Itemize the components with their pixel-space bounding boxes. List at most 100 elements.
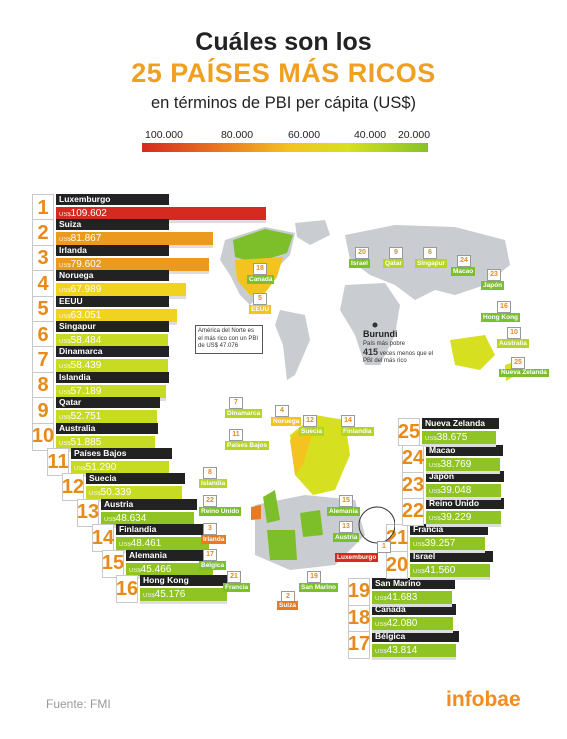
tag-suiza: Suiza [277,601,298,610]
value-label: 50.339 [100,487,132,499]
rank-number: 9 [32,397,54,426]
rank-number: 15 [102,549,124,578]
tag-number: 14 [341,415,355,427]
title-line-1: Cuáles son los [195,28,372,56]
value-label: 38.769 [440,458,472,470]
tag-number: 11 [229,429,243,441]
usa-note: América del Norte es el más rico con un … [195,325,263,354]
australia-shape [450,335,495,370]
tag-israel: Israel [349,259,370,268]
bar-shadow [410,577,490,580]
currency-prefix: US$ [413,542,425,549]
value-label: 43.814 [386,644,418,656]
title-line-2: 25 PAÍSES MÁS RICOS [131,58,436,88]
value-bar: US$50.339 [86,486,182,500]
brand-logo: infobae [446,688,521,711]
currency-prefix: US$ [375,595,387,602]
value-label: 52.751 [70,411,102,423]
scale-label: 60.000 [287,129,321,141]
tag-belgica: Bélgica [199,561,227,570]
tag-hong-kong: Hong Kong [481,313,521,322]
tag-number: 22 [203,495,217,507]
currency-prefix: US$ [413,569,425,575]
rank-number: 7 [32,346,54,375]
tag-san-marino: San Marino [299,583,339,592]
tag-noruega: Noruega [271,417,302,426]
tag-number: 6 [423,247,437,259]
bar-shadow [426,470,500,474]
value-bar: US$41.560 [410,564,490,577]
tag-japon: Japón [481,281,505,290]
color-scale-bar [142,143,428,152]
country-label: Países Bajos [71,448,172,459]
tag-number: 9 [389,247,403,259]
currency-prefix: US$ [59,389,71,396]
currency-prefix: US$ [119,542,131,549]
tag-suecia: Suecia [299,427,324,436]
country-label: Singapur [56,321,169,332]
currency-prefix: US$ [375,648,387,655]
germany-shape [300,510,323,537]
canada-shape [233,229,293,263]
tag-finlandia: Finlandia [341,427,374,436]
rank-number: 20 [386,551,408,579]
country-label: Hong Kong [140,575,230,586]
country-label: Francia [410,524,488,536]
value-bar: US$38.769 [426,457,500,471]
tag-number: 1 [377,541,391,553]
currency-prefix: US$ [429,515,441,522]
rank-number: 14 [92,524,114,553]
burundi-note-a: País más pobre [363,341,406,347]
country-label: Suecia [86,473,185,485]
rank-number: 21 [386,524,408,553]
country-label: Finlandia [116,524,212,536]
bar-shadow [140,601,227,604]
value-label: 39.257 [424,538,456,550]
tag-paises-bajos: Países Bajos [225,441,270,450]
value-label: 63.051 [70,309,102,321]
rank-number: 17 [348,630,370,659]
value-bar: US$45.176 [140,588,227,601]
rank-number: 16 [116,575,138,603]
currency-prefix: US$ [425,436,437,442]
tag-number: 5 [253,293,267,305]
bar-shadow [426,523,501,527]
tag-number: 8 [203,467,217,479]
country-label: Irlanda [56,244,169,256]
greenland-shape [295,220,330,245]
europe-circle [358,506,396,544]
value-label: 58.439 [70,360,102,372]
country-label: Austria [101,498,197,510]
value-label: 109.602 [70,208,107,219]
europe-map: 7 Dinamarca 4 Noruega 12 Suecia 14 Finla… [195,395,396,610]
rank-number: 10 [32,422,54,451]
tag-number: 25 [511,357,525,369]
value-label: 57.189 [70,385,102,397]
currency-prefix: US$ [59,415,71,422]
tag-alemania: Alemania [327,507,360,516]
rank-number: 13 [77,498,99,527]
tag-macao: Macao [451,267,476,276]
rank-number: 3 [32,244,54,273]
country-label: Macao [426,444,503,456]
currency-prefix: US$ [74,466,86,472]
value-label: 38.675 [436,432,468,443]
bar-shadow [372,630,453,634]
tag-qatar: Qatar [383,259,404,268]
rank-number: 24 [402,444,424,473]
tag-number: 19 [307,571,321,583]
bar-shadow [426,497,501,501]
value-label: 45.466 [140,563,172,575]
value-label: 81.867 [70,233,102,245]
country-label: Bélgica [372,630,459,642]
country-label: Alemania [126,549,216,561]
bar-shadow [422,444,496,447]
currency-prefix: US$ [59,364,71,371]
currency-prefix: US$ [59,237,71,244]
value-label: 67.989 [70,284,102,296]
rank-number: 12 [62,473,84,502]
rank-number: 5 [32,295,54,324]
currency-prefix: US$ [429,489,441,496]
bar-shadow [372,656,456,660]
country-label: Qatar [56,397,160,409]
